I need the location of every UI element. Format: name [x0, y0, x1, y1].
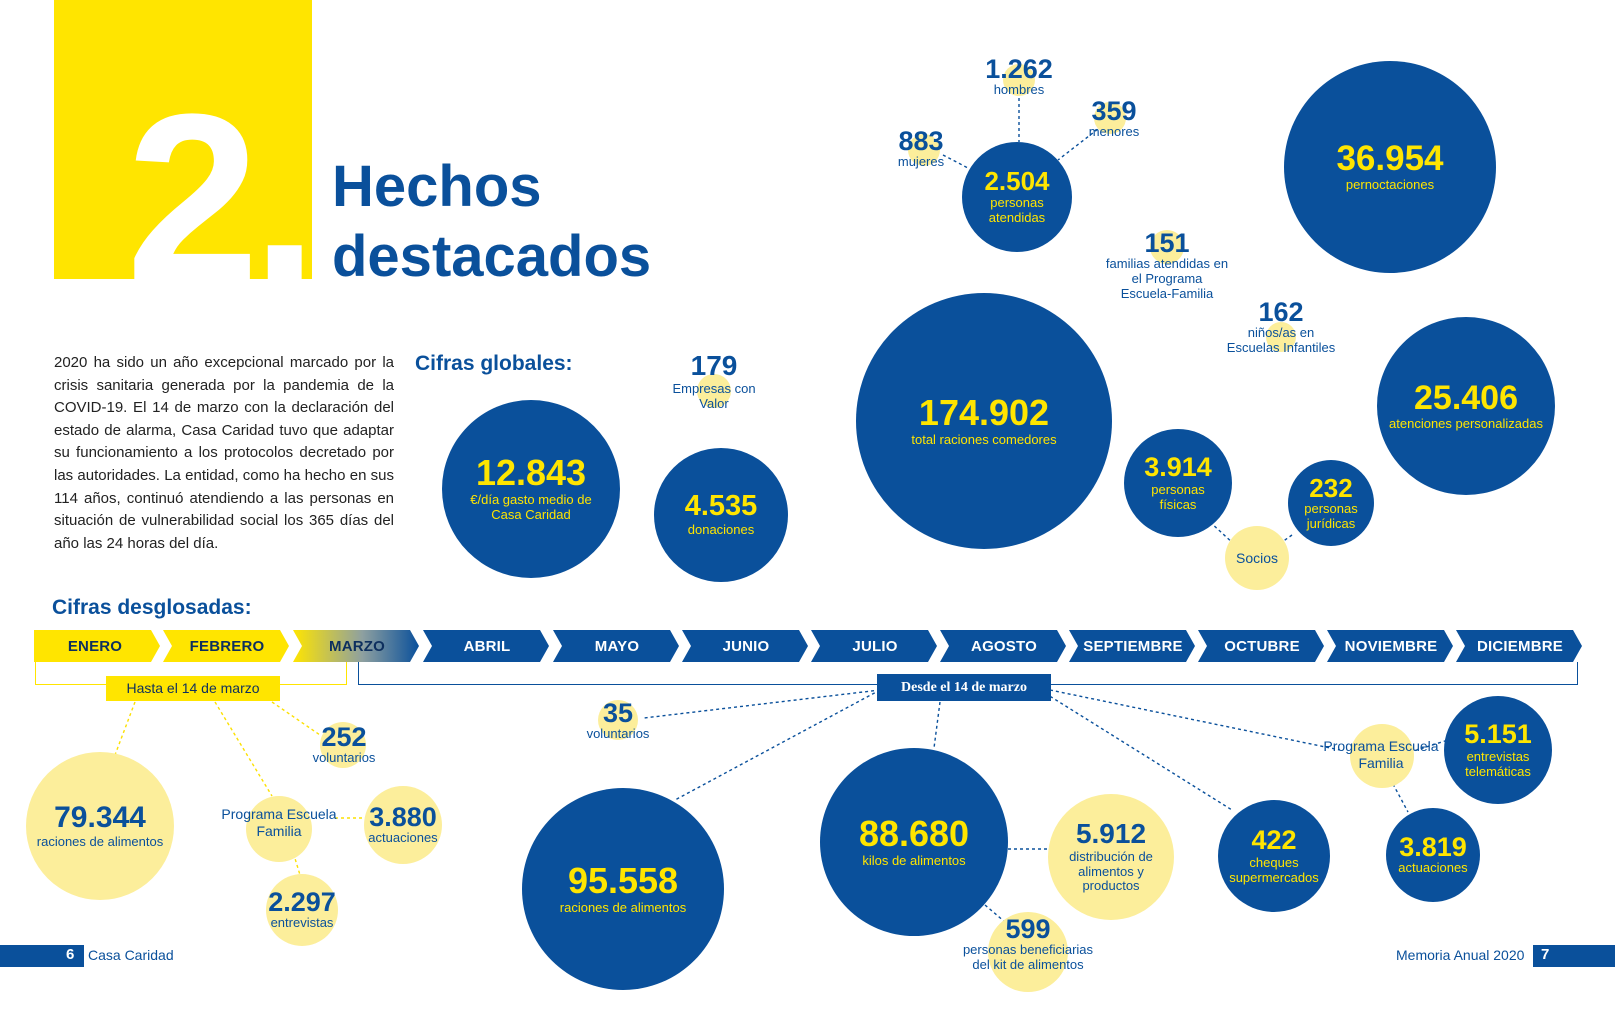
intro-paragraph: 2020 ha sido un año excepcional marcado … [54, 354, 394, 552]
after-cheques-bubble: 422 cheques supermercados [1218, 800, 1330, 912]
raciones-total-bubble: 174.902 total raciones comedores [856, 293, 1112, 549]
month-octubre: OCTUBRE [1224, 637, 1300, 655]
month-noviembre: NOVIEMBRE [1344, 637, 1438, 655]
hombres-stat: 1.262 hombres [985, 54, 1053, 97]
month-enero: ENERO [67, 637, 123, 655]
before-actuaciones-bubble: 3.880 actuaciones [364, 786, 442, 864]
month-arrow-diciembre [1456, 630, 1582, 662]
hombres-dot [1003, 64, 1035, 96]
atenciones-bubble: 25.406 atenciones personalizadas [1377, 317, 1555, 495]
pernoctaciones-bubble: 36.954 pernoctaciones [1284, 61, 1496, 273]
month-marzo: MARZO [329, 637, 385, 655]
month-arrow-septiembre [1069, 630, 1195, 662]
after-voluntarios-dot [598, 700, 638, 740]
month-junio: JUNIO [722, 637, 770, 655]
month-febrero: FEBRERO [189, 637, 265, 655]
page-title-line1: Hechos [332, 154, 542, 219]
chapter-number: 2. [126, 64, 312, 279]
after-programa-dot [1350, 724, 1414, 788]
after-kit-dot [988, 912, 1068, 992]
month-arrow-agosto [940, 630, 1066, 662]
month-arrow-febrero [163, 630, 289, 662]
page-title-line2: destacados [332, 224, 652, 289]
ninos-stat: 162 niños/as en Escuelas Infantiles [1226, 297, 1336, 355]
footer-right-text: Memoria Anual 2020 [1396, 947, 1525, 963]
footer-left-bar [0, 945, 84, 967]
footer-left-page-number: 6 [66, 946, 75, 963]
month-arrow-octubre [1198, 630, 1324, 662]
mujeres-dot [908, 134, 940, 166]
month-arrow-mayo [553, 630, 679, 662]
before-period-label: Hasta el 14 de marzo [106, 676, 280, 701]
before-entrevistas-bubble: 2.297 entrevistas [266, 874, 338, 946]
month-arrow-abril [423, 630, 549, 662]
socios-bubble: Socios [1225, 526, 1289, 590]
month-arrow-julio [811, 630, 937, 662]
month-septiembre: SEPTIEMBRE [1083, 637, 1183, 655]
after-distribucion-bubble: 5.912 distribución de alimentos y produc… [1048, 794, 1174, 920]
ninos-dot [1266, 322, 1296, 352]
month-agosto: AGOSTO [971, 637, 1037, 655]
footer-right-bar [1533, 945, 1615, 967]
after-kilos-bubble: 88.680 kilos de alimentos [820, 748, 1008, 936]
after-programa-label: Programa Escuela Familia [1323, 738, 1439, 771]
familias-dot [1150, 230, 1184, 264]
mujeres-stat: 883 mujeres [897, 126, 945, 169]
before-programa-label: Programa Escuela Familia [221, 806, 337, 839]
before-voluntarios-stat: 252 voluntarios [312, 722, 376, 765]
after-raciones-bubble: 95.558 raciones de alimentos [522, 788, 724, 990]
chapter-number-block: 2. [54, 0, 312, 279]
month-mayo: MAYO [594, 637, 640, 655]
after-kit-stat: 599 personas beneficiarias del kit de al… [962, 914, 1094, 972]
breakdown-heading: Cifras desglosadas: [52, 596, 252, 619]
after-entrevistas-bubble: 5.151 entrevistas telemáticas [1444, 696, 1552, 804]
menores-stat: 359 menores [1088, 96, 1140, 139]
menores-dot [1094, 102, 1126, 134]
month-arrow-noviembre [1327, 630, 1453, 662]
after-actuaciones-bubble: 3.819 actuaciones [1386, 808, 1480, 902]
atendidas-bubble: 2.504 personas atendidas [962, 142, 1072, 252]
familias-stat: 151 familias atendidas en el Programa Es… [1105, 228, 1229, 301]
month-arrow-junio [682, 630, 808, 662]
juridicas-bubble: 232 personas jurídicas [1288, 460, 1374, 546]
donaciones-bubble: 4.535 donaciones [654, 448, 788, 582]
after-voluntarios-stat: 35 voluntarios [586, 698, 650, 741]
footer-right-page-number: 7 [1541, 946, 1550, 963]
month-julio: JULIO [852, 637, 898, 655]
empresas-stat: 179 Empresas con Valor [672, 350, 756, 411]
month-arrow-marzo [293, 630, 419, 662]
month-arrow-enero [34, 630, 160, 662]
fisicas-bubble: 3.914 personas físicas [1124, 429, 1232, 537]
after-period-label: Desde el 14 de marzo [877, 674, 1051, 701]
before-programa-bubble [246, 796, 312, 862]
footer-left-text: Casa Caridad [88, 947, 174, 963]
before-raciones-bubble: 79.344 raciones de alimentos [26, 752, 174, 900]
gasto-bubble: 12.843 €/día gasto medio de Casa Caridad [442, 400, 620, 578]
month-diciembre: DICIEMBRE [1477, 637, 1563, 655]
global-figures-heading: Cifras globales: [415, 352, 573, 375]
empresas-dot [697, 374, 731, 408]
month-arrows [34, 630, 1582, 662]
month-abril: ABRIL [463, 637, 511, 655]
before-voluntarios-dot [320, 722, 366, 768]
